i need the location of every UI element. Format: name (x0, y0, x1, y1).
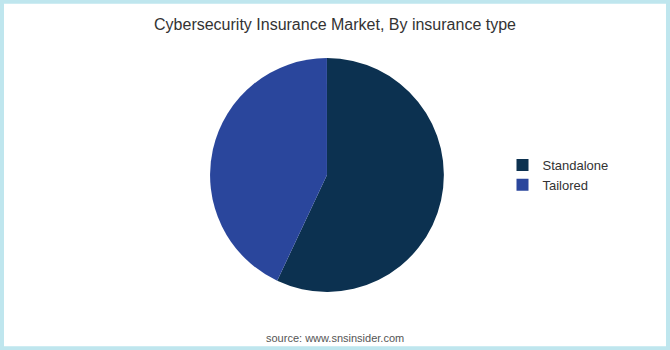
svg-text:Tailored: Tailored (543, 178, 589, 193)
svg-text:Standalone: Standalone (543, 158, 609, 173)
svg-text:Cybersecurity Insurance Market: Cybersecurity Insurance Market, By insur… (154, 16, 516, 33)
svg-text:source: www.snsinsider.com: source: www.snsinsider.com (266, 332, 404, 344)
